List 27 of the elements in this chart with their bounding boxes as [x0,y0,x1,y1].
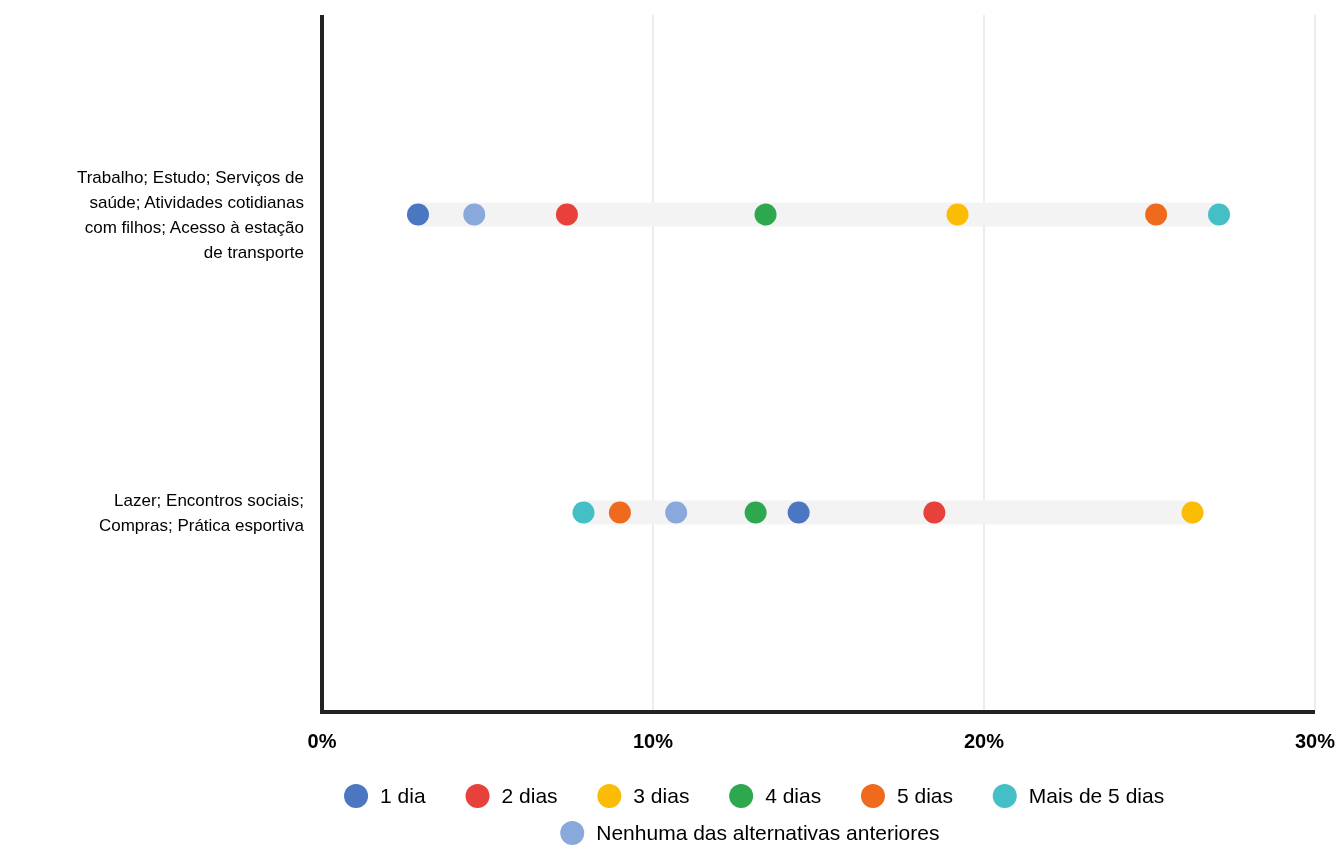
legend-label: 5 dias [896,784,953,807]
point [572,501,595,524]
point [555,203,578,226]
point [744,501,767,524]
point [608,501,631,524]
point [406,203,429,226]
point [1181,501,1204,524]
point [787,501,810,524]
point [754,203,777,226]
legend-label: 1 dia [380,784,426,807]
x-tick-label: 20% [963,730,1005,752]
legend-label: Mais de 5 dias [1028,784,1165,807]
legend-label: 2 dias [501,784,558,807]
point [665,501,688,524]
legend-label: 4 dias [765,784,822,807]
point [1208,203,1231,226]
y-tick-label: Trabalho; Estudo; Serviços de saúde; Atividades cotidianas com filhos; Acesso à estação de transporte [76,168,304,263]
legend-label: Nenhuma das alternativas anteriores [596,821,940,844]
point [1145,203,1168,226]
x-tick-label: 30% [1294,730,1336,752]
x-tick-label: 10% [632,730,674,752]
y-tick-label: Lazer; Encontros sociais; Compras; Prática esportiva [98,490,305,535]
legend-label: 3 dias [633,784,690,807]
point [946,203,969,226]
point [463,203,486,226]
x-tick-label: 0% [307,730,337,752]
point [923,501,946,524]
